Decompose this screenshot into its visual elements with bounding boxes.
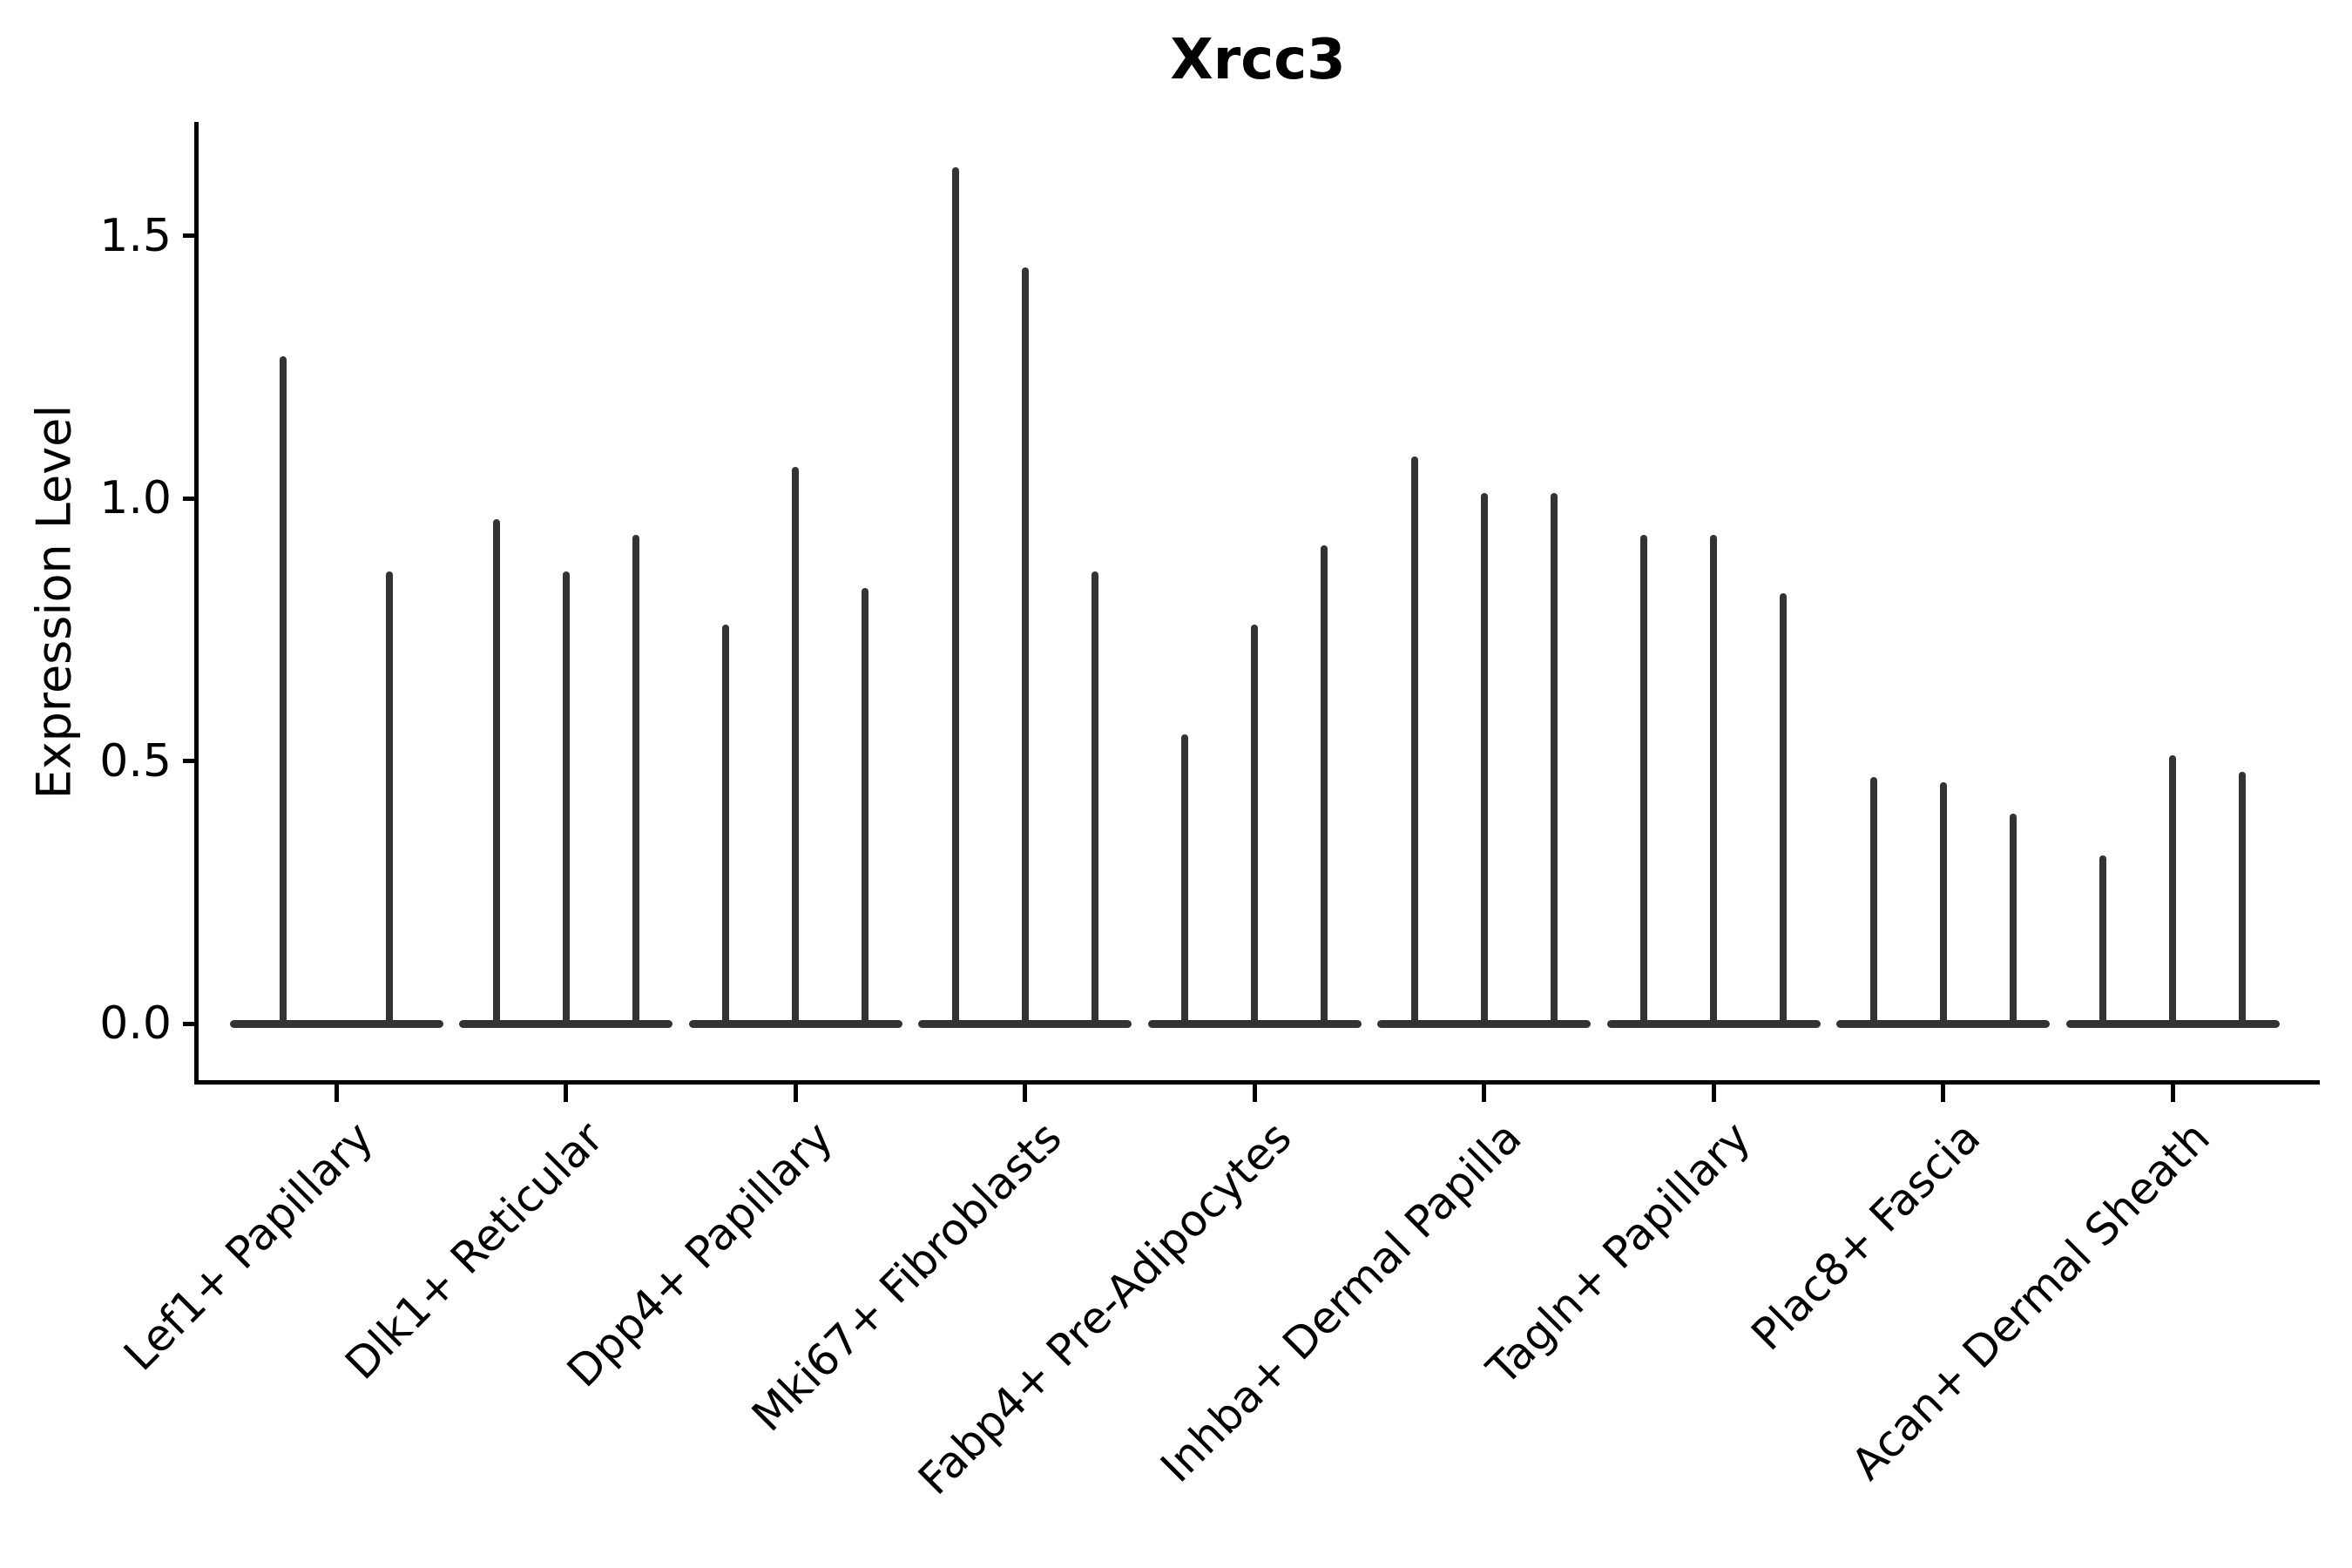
y-tick [183,1021,199,1026]
x-tick [2170,1085,2175,1102]
violin-spike [1939,781,1947,1024]
violin-spike [1869,776,1877,1024]
violin-baseline [1147,1019,1362,1028]
violin-spike [862,587,868,1024]
x-tick [1023,1085,1027,1102]
violin-spike [280,356,287,1024]
x-tick [334,1085,339,1102]
x-tick [1711,1085,1716,1102]
x-tick [1482,1085,1486,1102]
violin-baseline [1377,1019,1591,1028]
violin-spike [632,535,639,1024]
violin-spike [2239,771,2246,1024]
y-axis-spine [194,122,199,1085]
violin-spike [951,167,959,1024]
violin-baseline [1836,1019,2050,1028]
violin-spike [1251,624,1258,1024]
violin-spike [1181,734,1188,1024]
x-tick-label: Fabp4+ Pre-Adipocytes [909,1112,1301,1505]
violin-spike [2009,813,2017,1024]
violin-spike [2169,755,2176,1024]
violin-spike [1410,456,1418,1024]
violin-baseline [688,1019,902,1028]
violin-spike [1640,535,1647,1024]
chart-title: Xrcc3 [1170,28,1346,92]
y-tick [183,759,199,763]
violin-spike [1321,545,1328,1024]
x-tick-label: Plac8+ Fascia [1741,1112,1990,1361]
y-axis-label: Expression Level [26,404,82,800]
violin-spike [1091,571,1098,1024]
violin-baseline [459,1019,672,1028]
y-tick [183,496,199,501]
violin-spike [1550,492,1558,1024]
x-tick-label: Dlk1+ Reticular [335,1112,613,1389]
violin-spike [1480,492,1488,1024]
violin-spike [1780,592,1787,1024]
y-tick [183,233,199,238]
violin-spike [1021,267,1029,1024]
violin-baseline [2065,1019,2280,1028]
violin-baseline [1606,1019,1821,1028]
y-tick-label: 1.5 [99,209,172,262]
x-tick [793,1085,798,1102]
violin-baseline [229,1019,443,1028]
y-tick-label: 1.0 [99,472,172,524]
violin-spike [2099,855,2106,1024]
violin-spike [562,571,570,1024]
violin-spike [792,466,799,1024]
x-tick [1252,1085,1257,1102]
violin-spike [386,571,393,1024]
x-axis-spine [194,1080,2320,1085]
violin-spike [1710,535,1717,1024]
y-tick-label: 0.0 [99,997,172,1050]
x-tick-label: Lef1+ Papillary [114,1112,383,1381]
x-tick [564,1085,568,1102]
x-tick [1941,1085,1945,1102]
violin-spike [492,519,500,1024]
y-tick-label: 0.5 [99,734,172,787]
violin-spike [722,624,729,1024]
violin-baseline [918,1019,1132,1028]
